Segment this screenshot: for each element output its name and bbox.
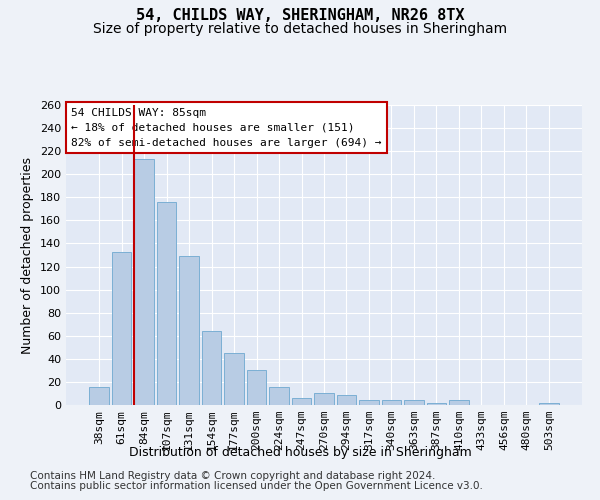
Bar [337,394,356,405]
Bar [247,370,266,405]
Text: Distribution of detached houses by size in Sheringham: Distribution of detached houses by size … [128,446,472,459]
Bar [89,386,109,405]
Bar [382,400,401,405]
Bar [449,400,469,405]
Bar [292,398,311,405]
Bar [404,400,424,405]
Bar [112,252,131,405]
Y-axis label: Number of detached properties: Number of detached properties [22,156,34,354]
Bar [359,400,379,405]
Bar [539,402,559,405]
Bar [427,402,446,405]
Text: 54, CHILDS WAY, SHERINGHAM, NR26 8TX: 54, CHILDS WAY, SHERINGHAM, NR26 8TX [136,8,464,22]
Text: Contains public sector information licensed under the Open Government Licence v3: Contains public sector information licen… [30,481,483,491]
Text: Size of property relative to detached houses in Sheringham: Size of property relative to detached ho… [93,22,507,36]
Bar [314,394,334,405]
Bar [202,331,221,405]
Bar [269,386,289,405]
Text: Contains HM Land Registry data © Crown copyright and database right 2024.: Contains HM Land Registry data © Crown c… [30,471,436,481]
Bar [179,256,199,405]
Text: 54 CHILDS WAY: 85sqm
← 18% of detached houses are smaller (151)
82% of semi-deta: 54 CHILDS WAY: 85sqm ← 18% of detached h… [71,108,382,148]
Bar [224,353,244,405]
Bar [157,202,176,405]
Bar [134,159,154,405]
